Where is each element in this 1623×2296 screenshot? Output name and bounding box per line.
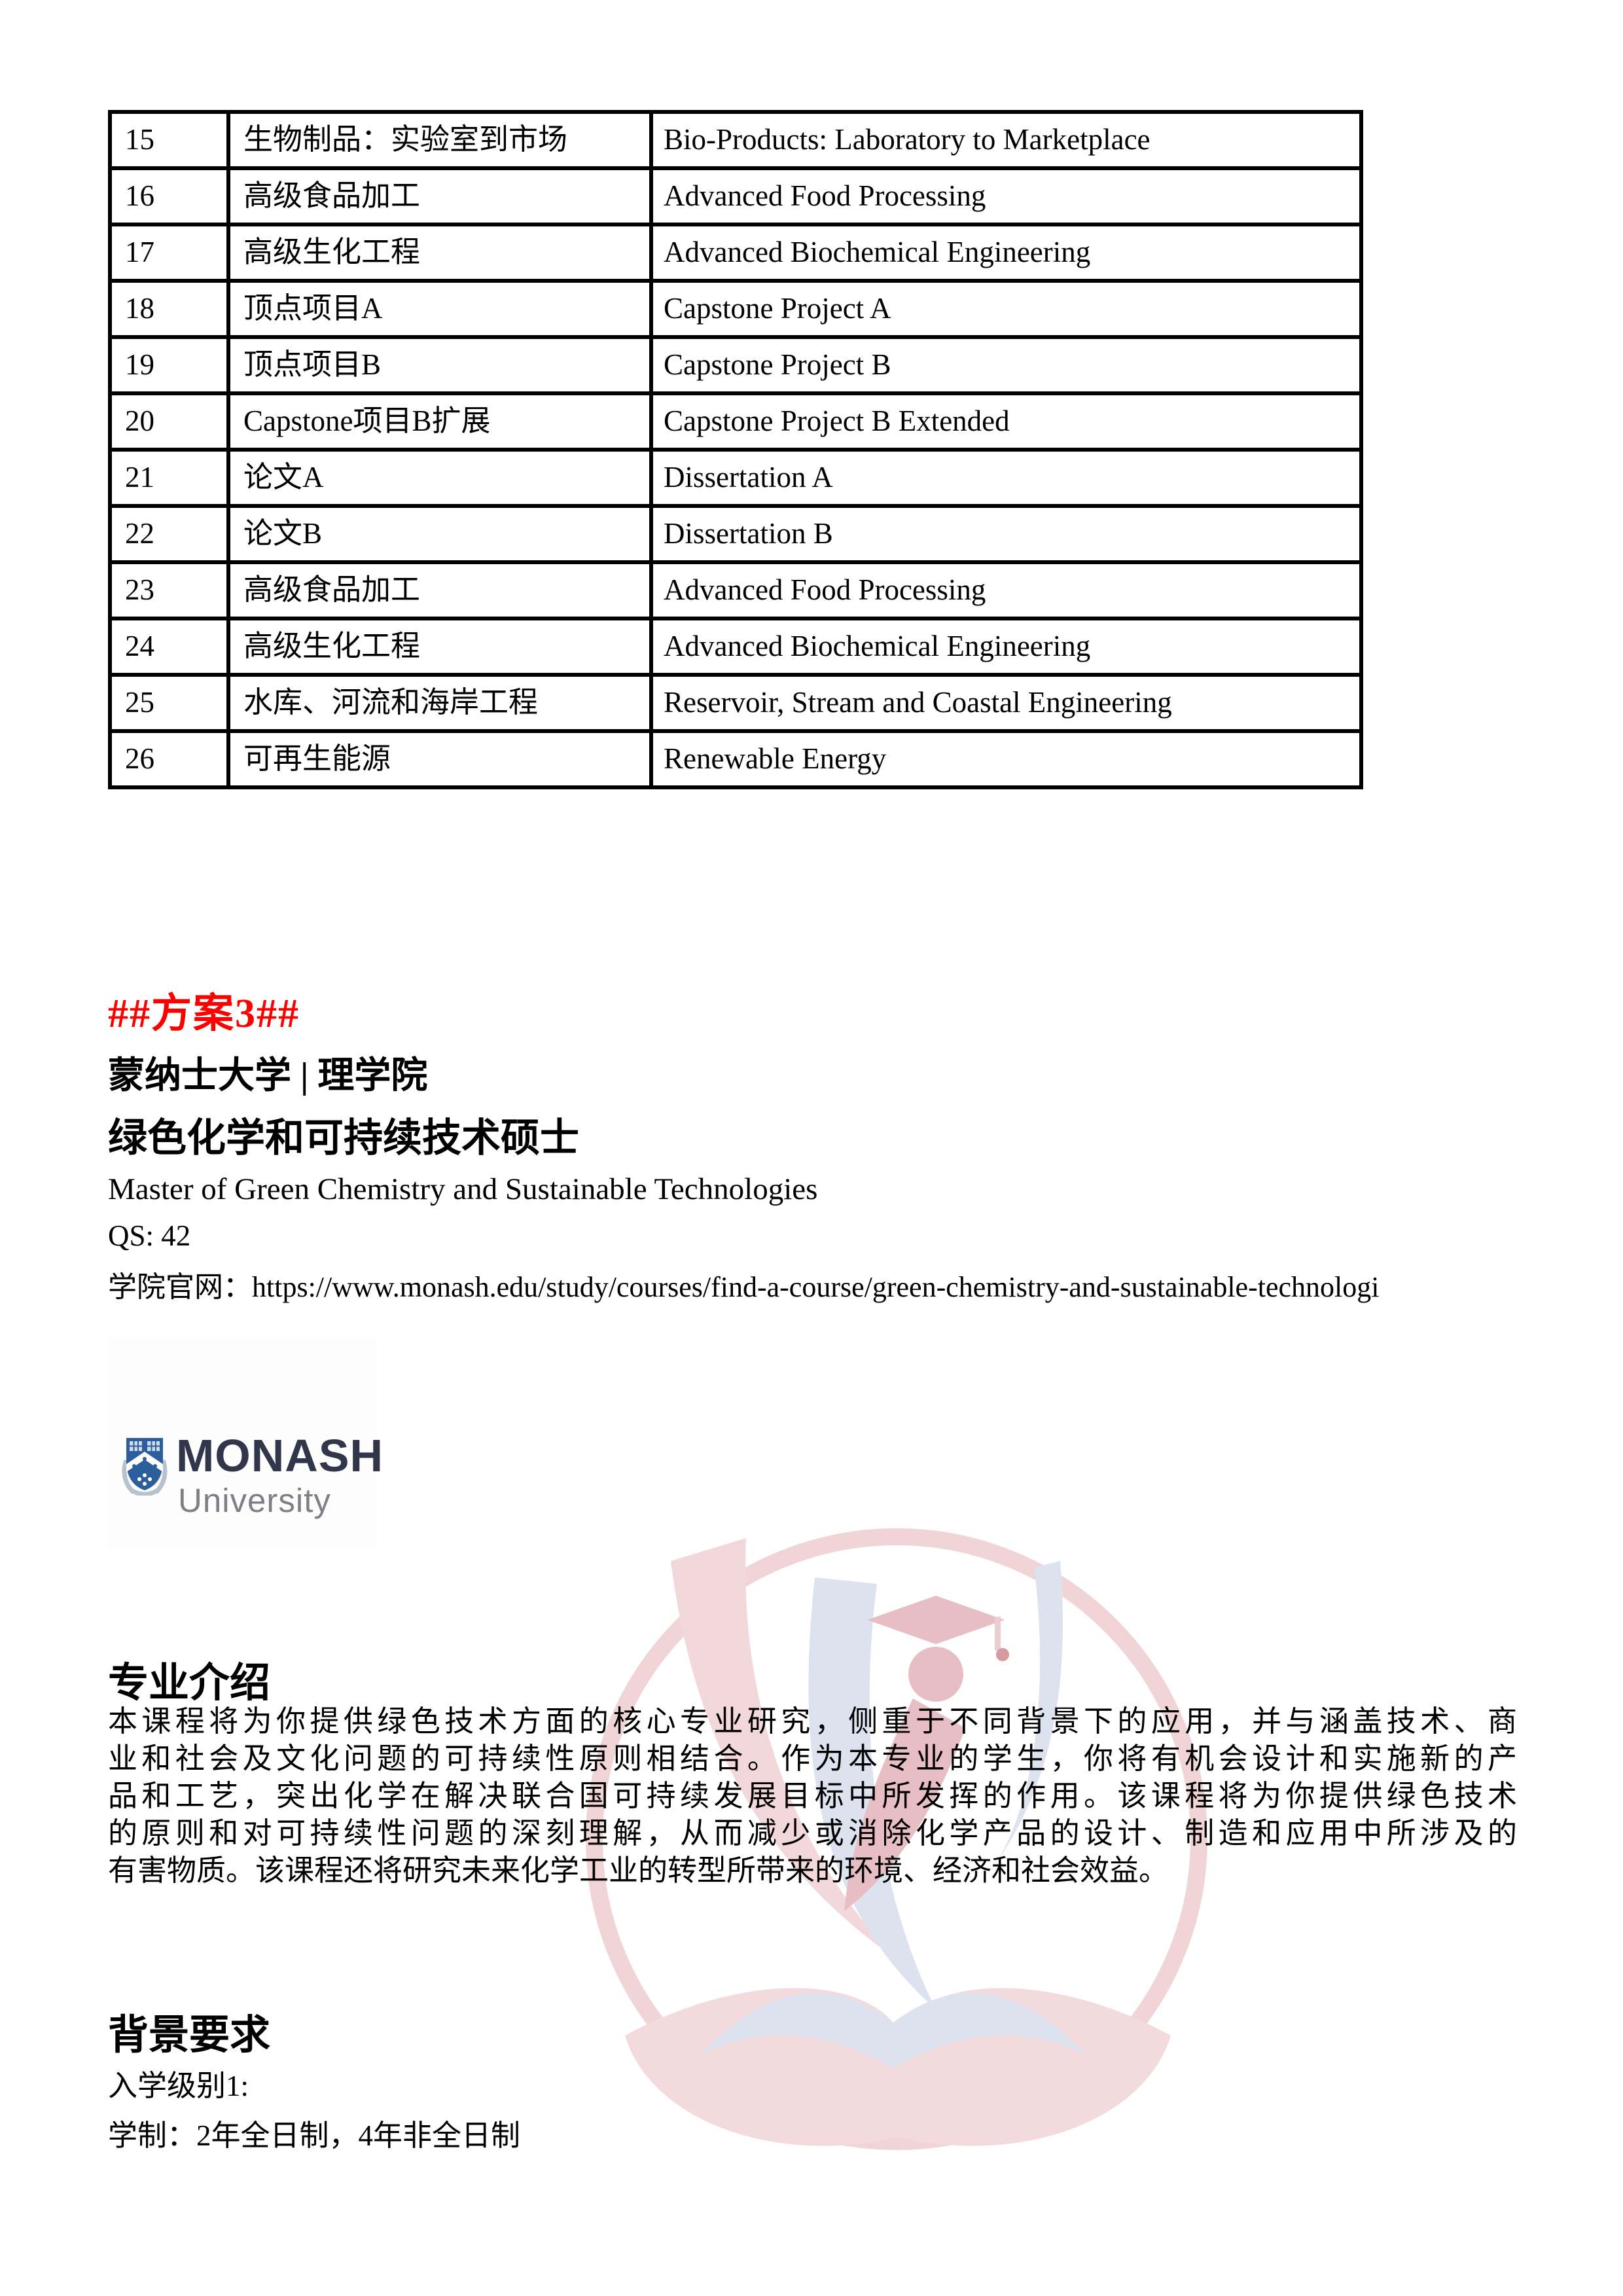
watermark-book-pages	[700, 1993, 1086, 2068]
course-name-cn-cell: 论文B	[226, 504, 653, 564]
intro-paragraph: 本课程将为你提供绿色技术方面的核心专业研究，侧重于不同背景下的应用，并与涵盖技术…	[108, 1703, 1517, 1890]
course-no-cell: 22	[108, 504, 230, 564]
course-no-cell: 16	[108, 166, 230, 226]
website-label: 学院官网：	[108, 1271, 252, 1303]
course-no-cell: 20	[108, 391, 230, 452]
table-row: 17 高级生化工程 Advanced Biochemical Engineering	[108, 223, 1363, 283]
watermark-graduate-figure	[844, 1596, 1009, 1911]
course-name-cn-cell: 顶点项目A	[226, 279, 653, 339]
table-row: 24 高级生化工程 Advanced Biochemical Engineering	[108, 617, 1363, 677]
table-row: 15 生物制品：实验室到市场 Bio-Products: Laboratory to…	[108, 110, 1363, 170]
course-table-body: 15 生物制品：实验室到市场 Bio-Products: Laboratory to…	[108, 110, 1363, 789]
intro-line: 的原则和对可持续性问题的深刻理解，从而减少或消除化学产品的设计、制造和应用中所涉…	[108, 1817, 1517, 1850]
table-row: 18 顶点项目A Capstone Project A	[108, 279, 1363, 339]
plan-heading: ##方案3##	[108, 992, 300, 1036]
monash-wordmark: MONASH	[176, 1430, 384, 1481]
course-name-cn-cell: 可再生能源	[226, 729, 653, 789]
course-no-cell: 17	[108, 223, 230, 283]
background-heading: 背景要求	[108, 2013, 271, 2058]
course-no-cell: 15	[108, 110, 230, 170]
course-no-cell: 23	[108, 560, 230, 620]
course-name-cn-cell: 高级生化工程	[226, 617, 653, 677]
course-no-cell: 21	[108, 448, 230, 508]
course-name-en-cell: Advanced Food Processing	[649, 560, 1363, 620]
course-name-cn-cell: 顶点项目B	[226, 335, 653, 395]
course-name-en-cell: Capstone Project A	[649, 279, 1363, 339]
course-name-cn-cell: 论文A	[226, 448, 653, 508]
course-name-en-cell: Bio-Products: Laboratory to Marketplace	[649, 110, 1363, 170]
entry-level-line: 入学级别1:	[108, 2070, 249, 2102]
website-link[interactable]: https://www.monash.edu/study/courses/fin…	[252, 1271, 1380, 1305]
monash-logo: MONASH University	[108, 1338, 383, 1548]
course-name-en-cell: Advanced Biochemical Engineering	[649, 617, 1363, 677]
university-title: 蒙纳士大学 | 理学院	[108, 1056, 428, 1096]
course-no-cell: 19	[108, 335, 230, 395]
intro-heading: 专业介绍	[108, 1661, 271, 1706]
table-row: 19 顶点项目B Capstone Project B	[108, 335, 1363, 395]
website-line: 学院官网：https://www.monash.edu/study/course…	[108, 1263, 1623, 1305]
qs-rank: QS: 42	[108, 1219, 191, 1252]
course-name-en-cell: Capstone Project B Extended	[649, 391, 1363, 452]
course-no-cell: 18	[108, 279, 230, 339]
program-title-cn: 绿色化学和可持续技术硕士	[108, 1117, 579, 1160]
course-name-cn-cell: 生物制品：实验室到市场	[226, 110, 653, 170]
intro-line: 有害物质。该课程还将研究未来化学工业的转型所带来的环境、经济和社会效益。	[108, 1854, 1169, 1887]
watermark-ring	[586, 1528, 1207, 2150]
intro-line: 品和工艺，突出化学在解决联合国可持续发展目标中所发挥的作用。该课程将为你提供绿色…	[108, 1780, 1517, 1812]
course-table: 15 生物制品：实验室到市场 Bio-Products: Laboratory to…	[108, 110, 1363, 789]
course-no-cell: 26	[108, 729, 230, 789]
table-row: 22 论文B Dissertation B	[108, 504, 1363, 564]
watermark-logo	[586, 1528, 1207, 2150]
course-name-cn-cell: Capstone项目B扩展	[226, 391, 653, 452]
monash-university-label: University	[178, 1482, 331, 1519]
course-name-en-cell: Dissertation B	[649, 504, 1363, 564]
table-row: 23 高级食品加工 Advanced Food Processing	[108, 560, 1363, 620]
intro-line: 本课程将为你提供绿色技术方面的核心专业研究，侧重于不同背景下的应用，并与涵盖技术…	[108, 1705, 1517, 1738]
table-row: 20 Capstone项目B扩展 Capstone Project B Extend…	[108, 391, 1363, 452]
course-name-en-cell: Advanced Food Processing	[649, 166, 1363, 226]
course-no-cell: 24	[108, 617, 230, 677]
course-name-cn-cell: 高级食品加工	[226, 560, 653, 620]
course-name-cn-cell: 高级食品加工	[226, 166, 653, 226]
course-name-en-cell: Reservoir, Stream and Coastal Engineerin…	[649, 673, 1363, 733]
course-name-cn-cell: 水库、河流和海岸工程	[226, 673, 653, 733]
table-row: 26 可再生能源 Renewable Energy	[108, 729, 1363, 789]
course-name-en-cell: Renewable Energy	[649, 729, 1363, 789]
table-row: 25 水库、河流和海岸工程 Reservoir, Stream and Coasta…	[108, 673, 1363, 733]
course-name-en-cell: Capstone Project B	[649, 335, 1363, 395]
program-title-en: Master of Green Chemistry and Sustainabl…	[108, 1172, 818, 1206]
table-row: 16 高级食品加工 Advanced Food Processing	[108, 166, 1363, 226]
course-name-en-cell: Advanced Biochemical Engineering	[649, 223, 1363, 283]
course-name-cn-cell: 高级生化工程	[226, 223, 653, 283]
intro-line: 业和社会及文化问题的可持续性原则相结合。作为本专业的学生，你将有机会设计和实施新…	[108, 1742, 1517, 1775]
watermark-gray-stroke-right	[995, 1561, 1063, 1865]
watermark-book-cover	[625, 1988, 1171, 2146]
duration-line: 学制：2年全日制，4年非全日制	[108, 2119, 521, 2152]
table-row: 21 论文A Dissertation A	[108, 448, 1363, 508]
watermark-pink-ribbon	[671, 1538, 893, 1957]
monash-shield-icon	[122, 1438, 168, 1496]
course-name-en-cell: Dissertation A	[649, 448, 1363, 508]
course-no-cell: 25	[108, 673, 230, 733]
